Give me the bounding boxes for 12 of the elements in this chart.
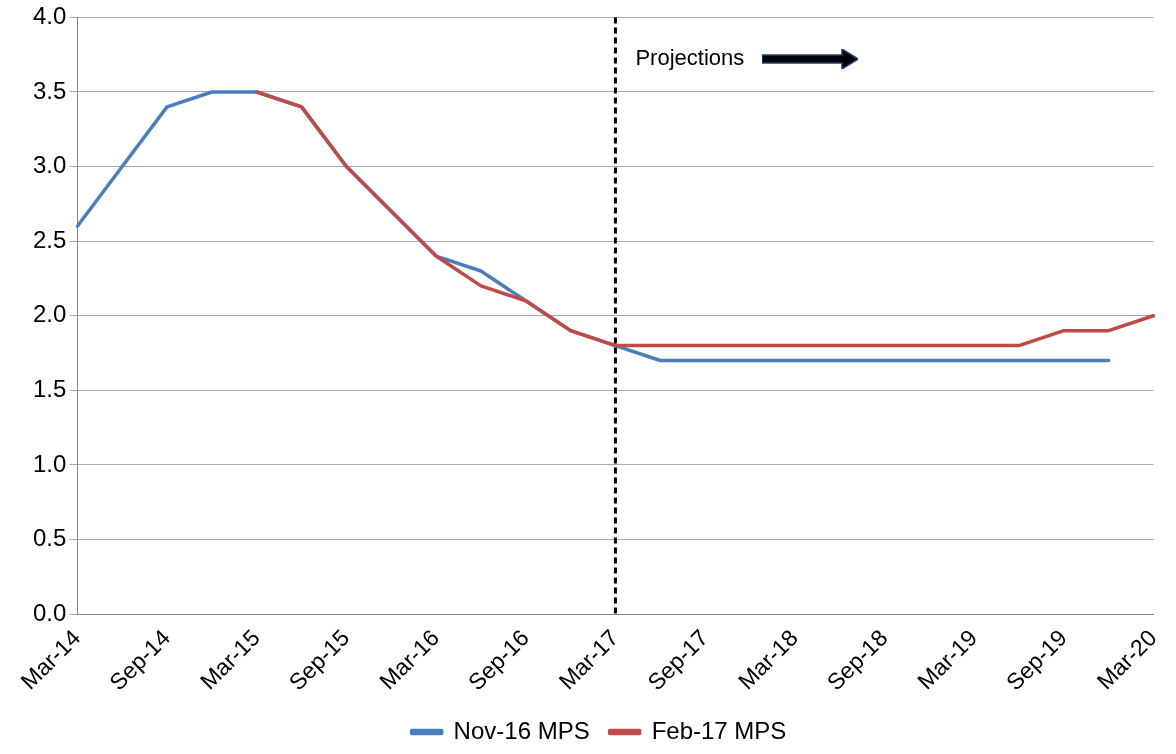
- y-tick-label: 2.0: [32, 300, 67, 328]
- y-tick-label: 0.5: [32, 524, 67, 552]
- y-tick-label: 3.0: [32, 151, 67, 179]
- y-tick-label: 0.0: [32, 598, 67, 626]
- y-tick-label: 4.0: [32, 2, 67, 30]
- y-tick-label: 3.5: [32, 76, 67, 104]
- legend-label: Feb-17 MPS: [651, 716, 787, 744]
- annotation: Projections: [635, 45, 745, 71]
- legend-label: Nov-16 MPS: [453, 716, 590, 744]
- y-tick-label: 1.5: [32, 374, 67, 402]
- y-tick-label: 2.5: [32, 225, 67, 253]
- y-tick-label: 1.0: [32, 449, 67, 477]
